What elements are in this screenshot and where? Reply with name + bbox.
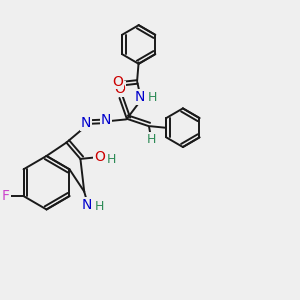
Text: H: H: [148, 92, 158, 104]
Text: F: F: [2, 189, 10, 203]
Text: N: N: [82, 198, 92, 212]
Text: H: H: [147, 133, 157, 146]
Text: H: H: [107, 153, 116, 166]
Text: N: N: [80, 116, 91, 130]
Text: O: O: [114, 82, 125, 96]
Text: O: O: [94, 150, 105, 164]
Text: N: N: [101, 113, 111, 127]
Text: N: N: [135, 90, 145, 104]
Text: O: O: [112, 75, 123, 88]
Text: H: H: [95, 200, 104, 213]
